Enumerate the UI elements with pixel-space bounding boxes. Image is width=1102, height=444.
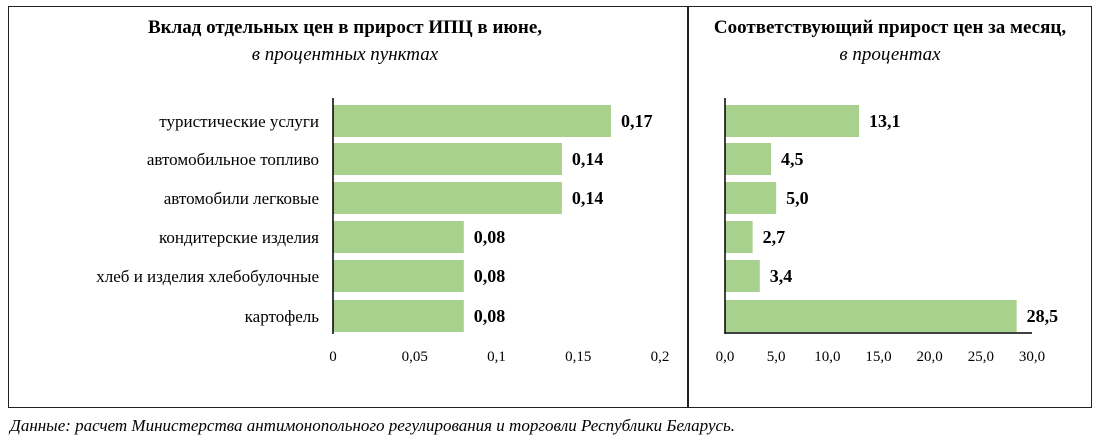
tick-label: 0,1 bbox=[487, 349, 506, 365]
right-title-text: Соответствующий прирост цен за месяц, bbox=[713, 17, 1067, 38]
left-chart-title: Вклад отдельных цен в прирост ИПЦ в июне… bbox=[80, 14, 610, 68]
bar bbox=[725, 221, 753, 253]
right-subtitle: в процентах bbox=[839, 44, 941, 65]
data-label: 0,17 bbox=[621, 111, 653, 131]
data-label: 5,0 bbox=[786, 188, 809, 208]
bar bbox=[725, 105, 860, 137]
category-label: картофель bbox=[245, 307, 320, 326]
tick-label: 30,0 bbox=[1019, 349, 1045, 365]
category-label: автомобильное топливо bbox=[147, 150, 319, 169]
tick-label: 20,0 bbox=[917, 349, 943, 365]
right-chart-title: Соответствующий прирост цен за месяц, в … bbox=[700, 14, 1080, 68]
tick-label: 0,0 bbox=[716, 349, 735, 365]
bar bbox=[725, 260, 760, 292]
bar bbox=[333, 221, 464, 253]
category-label: кондитерские изделия bbox=[159, 228, 319, 247]
category-label: хлеб и изделия хлебобулочные bbox=[96, 267, 319, 286]
data-label: 0,08 bbox=[474, 266, 506, 286]
data-label: 4,5 bbox=[781, 149, 804, 169]
data-label: 3,4 bbox=[770, 266, 793, 286]
bar bbox=[725, 300, 1017, 332]
data-label: 0,14 bbox=[572, 149, 604, 169]
chart-frame bbox=[8, 6, 1092, 408]
footnote: Данные: расчет Министерства антимонополь… bbox=[10, 416, 736, 435]
bar bbox=[333, 143, 562, 175]
tick-label: 10,0 bbox=[814, 349, 840, 365]
bar bbox=[725, 143, 772, 175]
data-label: 0,08 bbox=[474, 227, 506, 247]
category-label: автомобили легковые bbox=[164, 189, 319, 208]
left-title-text: Вклад отдельных цен в прирост ИПЦ в июне… bbox=[147, 17, 543, 38]
tick-label: 5,0 bbox=[767, 349, 786, 365]
tick-label: 0,05 bbox=[402, 349, 428, 365]
data-label: 28,5 bbox=[1027, 306, 1059, 326]
tick-label: 25,0 bbox=[968, 349, 994, 365]
data-label: 13,1 bbox=[869, 111, 901, 131]
bar bbox=[333, 300, 464, 332]
bar bbox=[333, 260, 464, 292]
left-subtitle: в процентных пунктах bbox=[251, 44, 439, 65]
tick-label: 0,15 bbox=[565, 349, 591, 365]
bar bbox=[333, 105, 611, 137]
tick-label: 0 bbox=[329, 349, 337, 365]
panel-divider bbox=[687, 6, 689, 408]
data-label: 2,7 bbox=[763, 227, 786, 247]
data-label: 0,08 bbox=[474, 306, 506, 326]
data-label: 0,14 bbox=[572, 188, 604, 208]
bar bbox=[725, 182, 777, 214]
category-label: туристические услуги bbox=[159, 112, 319, 131]
tick-label: 15,0 bbox=[865, 349, 891, 365]
tick-label: 0,2 bbox=[651, 349, 670, 365]
bar bbox=[333, 182, 562, 214]
